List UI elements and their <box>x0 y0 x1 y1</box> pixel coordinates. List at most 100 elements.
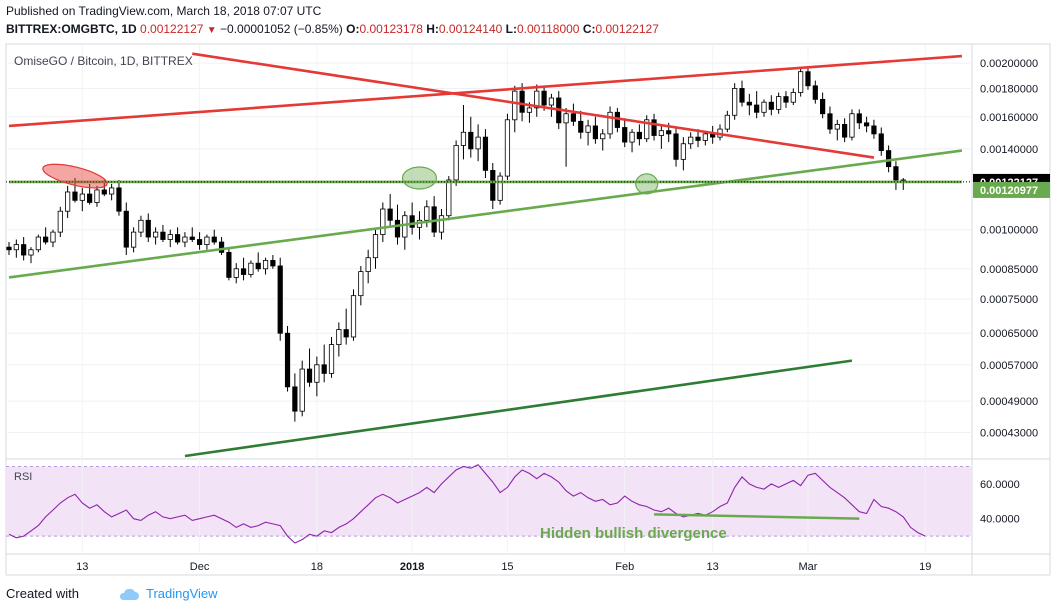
candle-body <box>138 219 144 233</box>
rsi-tick-label: 40.0000 <box>980 514 1020 526</box>
candle-body <box>6 246 12 251</box>
rsi-line <box>8 464 926 544</box>
candle-body <box>629 131 635 143</box>
x-tick-label: 13 <box>707 561 719 573</box>
candle-body <box>314 364 320 383</box>
candle-body <box>790 92 796 103</box>
candle-body <box>475 136 481 150</box>
green-ellipse-left <box>401 166 438 190</box>
candle-body <box>504 119 511 177</box>
y-tick-label: 0.00180000 <box>980 83 1038 95</box>
candle-body <box>732 88 738 116</box>
candle-body <box>233 268 239 278</box>
tradingview-link[interactable]: TradingView <box>118 586 218 601</box>
y-tick-label: 0.00085000 <box>980 264 1038 276</box>
candle-body <box>827 113 833 130</box>
close-value: 0.00122127 <box>595 22 659 36</box>
green-ellipse-right <box>635 173 659 195</box>
candle-body <box>321 364 327 374</box>
candle-body <box>35 236 41 251</box>
candle-body <box>651 119 657 136</box>
red-ellipse <box>42 163 108 189</box>
candle-body <box>394 219 401 238</box>
down-triangle-icon: ▼ <box>206 25 217 36</box>
candle-body <box>512 90 518 121</box>
candle-body <box>116 187 122 212</box>
y-tick-label: 0.00049000 <box>980 396 1038 408</box>
y-tick-label: 0.00200000 <box>980 58 1038 70</box>
candle-body <box>174 234 181 243</box>
candle-body <box>724 114 730 130</box>
candle-body <box>607 111 613 135</box>
candle-body <box>585 125 591 133</box>
candle-body <box>306 368 313 383</box>
candle-body <box>680 143 686 160</box>
candle-body <box>299 368 305 412</box>
candle-body <box>438 215 445 233</box>
candle-body <box>739 88 745 103</box>
change-value: −0.00001052 (−0.85%) <box>220 22 343 36</box>
y-tick-label: 0.00057000 <box>980 360 1038 372</box>
candle-body <box>270 260 276 267</box>
candle-body <box>79 193 85 201</box>
candle-body <box>277 265 283 334</box>
candle-body <box>50 231 56 243</box>
candle-body <box>798 71 804 93</box>
green-support-line <box>8 149 963 279</box>
low-label: L: <box>505 22 517 36</box>
rsi-tick-label: 60.0000 <box>980 479 1020 491</box>
candle-body <box>365 257 371 273</box>
candle-body <box>152 231 159 238</box>
high-value: 0.00124140 <box>438 22 503 36</box>
candle-body <box>57 210 63 233</box>
candle-body <box>262 260 269 270</box>
candle-body <box>578 120 584 133</box>
x-tick-label: 2018 <box>400 561 424 573</box>
y-tick-label: 0.00100000 <box>980 225 1038 237</box>
candle-body <box>248 262 254 275</box>
open-value: 0.00123178 <box>359 22 423 36</box>
candle-body <box>13 244 19 251</box>
chart-canvas[interactable]: 0.00200000 0.00180000 0.00160000 0.00140000… <box>0 0 1051 580</box>
candle-body <box>204 236 210 245</box>
y-tick-label: 0.00075000 <box>980 294 1038 306</box>
candle-body <box>886 150 892 168</box>
candle-body <box>101 189 107 195</box>
low-value: 0.00118000 <box>516 22 580 36</box>
candle-body <box>548 97 555 106</box>
candle-body <box>387 208 393 221</box>
candle-body <box>424 206 430 221</box>
rsi-title: RSI <box>14 471 32 483</box>
red-descending-line <box>192 52 875 159</box>
candle-body <box>688 136 694 145</box>
candle-body <box>343 329 349 338</box>
candle-body <box>21 244 27 256</box>
candle-body <box>446 179 452 217</box>
candle-body <box>328 344 335 374</box>
candle-body <box>673 133 679 160</box>
candle-body <box>145 219 151 238</box>
candle-body <box>358 271 364 297</box>
close-label: C: <box>582 22 596 36</box>
candle-body <box>497 175 503 201</box>
candle-body <box>842 123 848 138</box>
candle-body <box>783 96 789 103</box>
high-label: H: <box>426 22 439 36</box>
candle-body <box>768 101 774 110</box>
candle-body <box>372 234 379 259</box>
candle-body <box>196 239 203 245</box>
candle-body <box>453 145 459 181</box>
x-tick-label: 15 <box>501 561 513 573</box>
candle-body <box>820 98 826 115</box>
candle-body <box>255 262 261 270</box>
candle-body <box>702 133 708 141</box>
candle-body <box>666 130 672 135</box>
candle-body <box>123 210 129 248</box>
candle-body <box>380 208 386 235</box>
candle-body <box>893 166 899 181</box>
candle-body <box>94 189 100 203</box>
candle-body <box>167 234 173 240</box>
candle-body <box>109 187 115 195</box>
candle-body <box>856 113 862 124</box>
open-label: O: <box>346 22 360 36</box>
